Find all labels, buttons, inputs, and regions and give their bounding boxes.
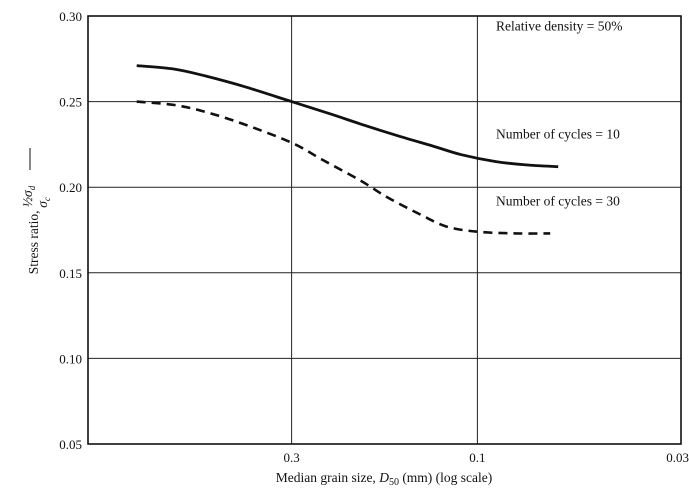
x-tick-label-1: 0.1	[469, 450, 485, 465]
y-tick-label-4: 0.25	[59, 95, 82, 110]
y-tick-label-1: 0.10	[59, 351, 82, 366]
x-axis-label: Median grain size, D50 (mm) (log scale)	[276, 470, 493, 488]
y-tick-labels: 0.05 0.10 0.15 0.20 0.25 0.30	[59, 9, 82, 452]
grid	[88, 16, 681, 444]
y-tick-label-3: 0.20	[59, 180, 82, 195]
plot-frame	[87, 15, 682, 445]
y-tick-label-0: 0.05	[59, 437, 82, 452]
annotation-relative-density: Relative density = 50%	[496, 19, 622, 34]
x-tick-labels: 0.3 0.1 0.03	[283, 450, 689, 465]
series-line-1	[136, 100, 551, 235]
series-label-0: Number of cycles = 10	[496, 127, 620, 142]
y-tick-label-5: 0.30	[59, 9, 82, 24]
series-line-0	[136, 64, 559, 169]
x-tick-label-2: 0.03	[666, 450, 689, 465]
series-label-1: Number of cycles = 30	[496, 193, 620, 208]
series-lines	[136, 64, 559, 235]
y-axis-label: Stress ratio, ½σdσc	[20, 185, 52, 274]
annotations: Number of cycles = 10 Number of cycles = …	[496, 19, 622, 209]
y-tick-label-2: 0.15	[59, 266, 82, 281]
x-tick-label-0: 0.3	[283, 450, 299, 465]
